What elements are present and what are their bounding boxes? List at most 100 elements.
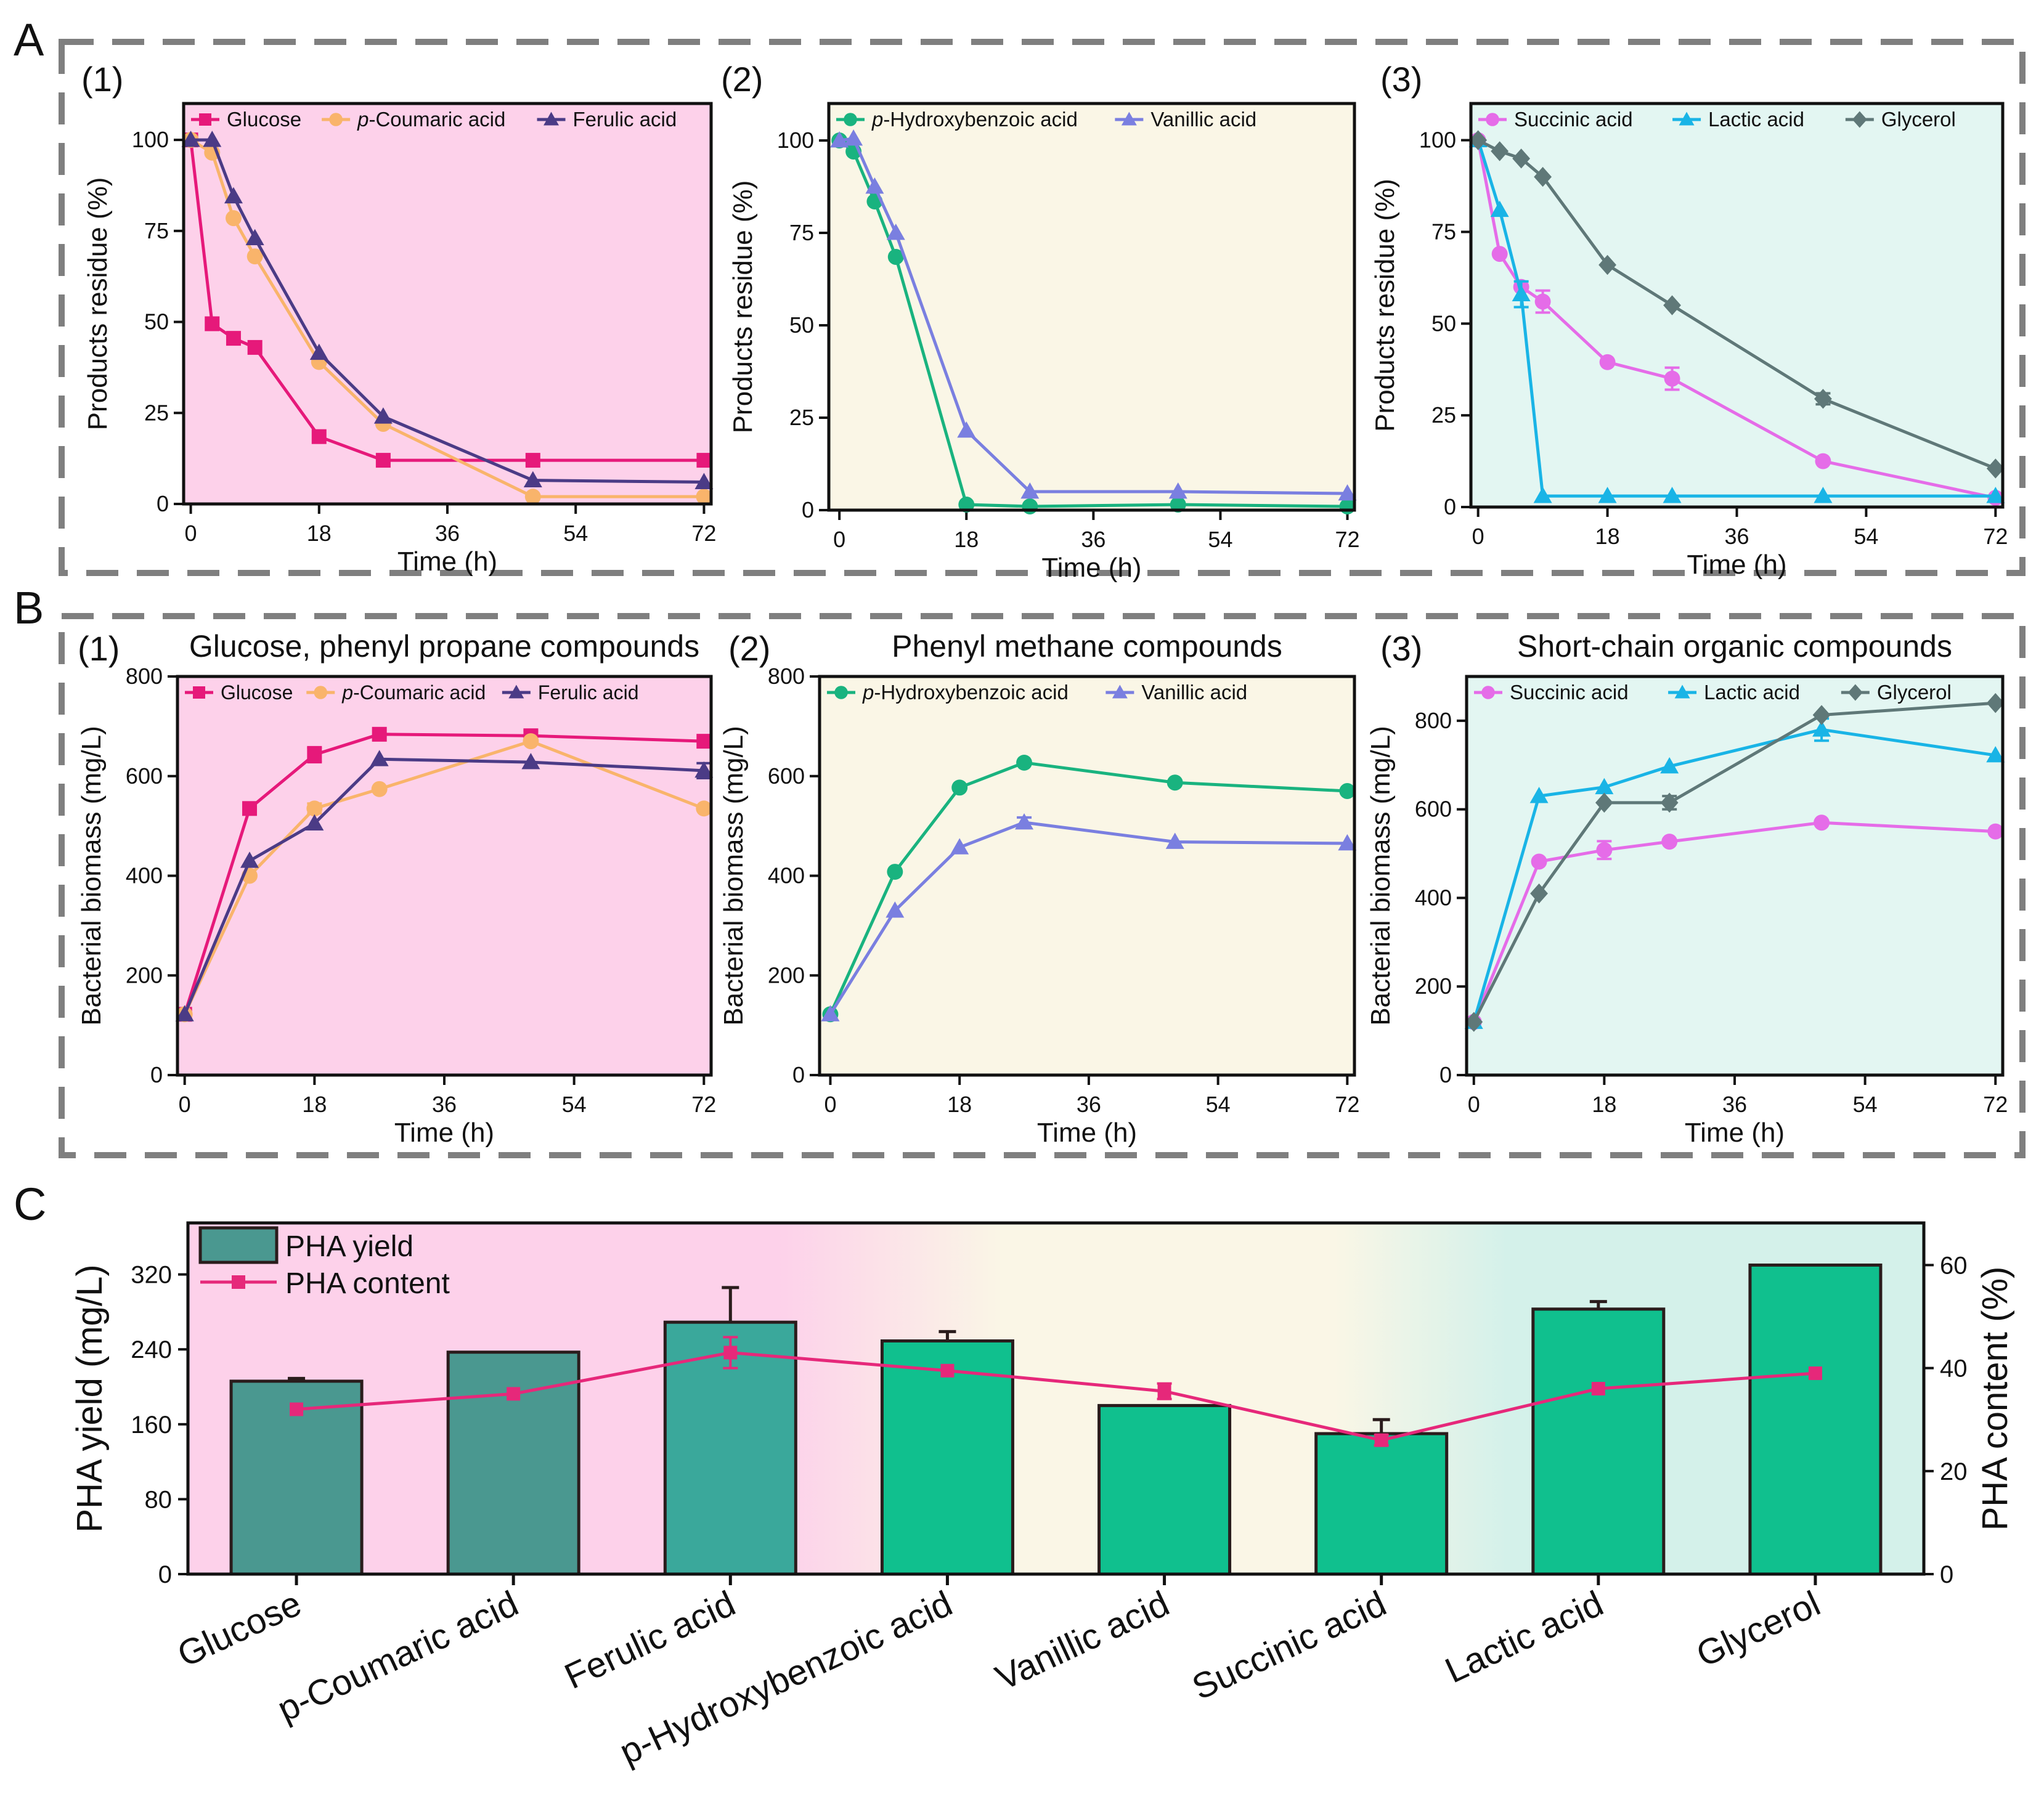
plot-background <box>829 104 1354 510</box>
data-point <box>1987 823 2004 840</box>
y-tick-label: 400 <box>126 863 163 888</box>
data-point <box>1165 832 1184 849</box>
chart-b2: (2) Phenyl methane compounds 0 18 36 54 72 0 200… <box>719 629 1359 1148</box>
y-tick-label: 0 <box>802 497 814 522</box>
y-tick-label: 800 <box>126 664 163 689</box>
y-tick-label: 400 <box>1415 885 1452 910</box>
data-point <box>375 453 391 468</box>
data-point <box>242 801 258 816</box>
legend-label: p-Hydroxybenzoic acid <box>862 681 1069 704</box>
y-axis-label: Bacterial biomass (mg/L) <box>719 726 749 1026</box>
series-ferulic-acid <box>181 131 714 489</box>
plot-frame <box>827 102 1356 512</box>
y-tick-label: 600 <box>768 763 805 789</box>
data-point <box>226 210 242 227</box>
series-line <box>829 821 1348 1015</box>
y-tick-label: 600 <box>126 763 163 789</box>
data-point <box>246 248 263 265</box>
plot-frame <box>186 1221 1926 1576</box>
chart-title: Phenyl methane compounds <box>892 629 1282 664</box>
data-point <box>1531 853 1547 870</box>
data-point <box>1815 453 1831 469</box>
x-tick-label: Glycerol <box>1690 1583 1826 1675</box>
panel-label: (2) <box>728 629 770 668</box>
data-point <box>525 453 540 468</box>
series-succinic-acid <box>1465 814 2004 1030</box>
y2-tick-label: 60 <box>1940 1252 1968 1279</box>
data-point <box>1598 254 1616 275</box>
data-point <box>1491 141 1509 161</box>
series-line <box>183 733 704 1015</box>
legend-label: Lactic acid <box>1704 681 1800 704</box>
data-point <box>1660 757 1679 774</box>
x-tick-label: 0 <box>833 527 845 552</box>
y-tick-label: 800 <box>1415 708 1452 733</box>
x-tick-label: 36 <box>432 1092 457 1117</box>
data-point <box>1338 834 1357 851</box>
x-tick-label: 72 <box>1983 1092 2008 1117</box>
legend-swatch-marker <box>508 684 524 699</box>
data-point <box>245 229 264 246</box>
x-axis-label: Time (h) <box>1041 553 1141 583</box>
group-a-frame <box>59 39 2026 576</box>
data-point <box>1015 813 1034 830</box>
chart-b3: (3) Short-chain organic compounds 0 18 36 54 7… <box>1366 629 2008 1148</box>
data-point <box>309 343 328 360</box>
x-tick-label: 72 <box>691 521 716 546</box>
x-tick-label: 36 <box>1077 1092 1101 1117</box>
data-point <box>371 781 388 797</box>
data-point <box>957 421 976 438</box>
x-tick-label: 72 <box>691 1092 716 1117</box>
series-line <box>838 139 1348 508</box>
content-point <box>1374 1433 1388 1447</box>
series-glycerol <box>1465 692 2005 1032</box>
panel-label: (1) <box>81 60 123 99</box>
series-line <box>190 138 704 498</box>
legend-item-p-hydroxybenzoic-acid: p-Hydroxybenzoic acid <box>827 681 1069 704</box>
legend: Glucose p-Coumaric acid Ferulic acid <box>185 681 638 704</box>
data-point <box>694 761 714 778</box>
legend-item-glycerol: Glycerol <box>1845 108 1956 131</box>
x-axis-label: Time (h) <box>397 546 497 577</box>
x-tick-label: 0 <box>1468 1092 1480 1117</box>
legend-swatch-marker <box>199 113 211 126</box>
legend: p-Hydroxybenzoic acid Vanillic acid <box>827 681 1247 704</box>
chart-a1: (1) 0 18 36 54 72 0 25 50 75 100 Time (h) Products r… <box>81 60 716 577</box>
legend-label: Vanillic acid <box>1150 108 1256 131</box>
y-tick-label: 160 <box>131 1411 172 1439</box>
y-axis-label: Bacterial biomass (mg/L) <box>1366 726 1396 1026</box>
y-tick-label: 75 <box>144 218 169 243</box>
data-point <box>1663 487 1682 503</box>
legend-label: Succinic acid <box>1510 681 1629 704</box>
x-tick-label: 0 <box>1472 524 1484 549</box>
data-point <box>1533 487 1552 503</box>
y-tick-label: 0 <box>150 1062 163 1087</box>
data-point <box>830 131 849 148</box>
y2-axis-label: PHA content (%) <box>1975 1267 2015 1531</box>
y2-tick-label: 40 <box>1940 1355 1968 1383</box>
x-axis-label: Time (h) <box>1685 1118 1785 1148</box>
legend-item-vanillic-acid: Vanillic acid <box>1105 681 1247 704</box>
legend-swatch-marker <box>1852 111 1867 128</box>
y-tick-label: 100 <box>1419 128 1456 153</box>
chart-a2: (2) 0 18 36 54 72 0 25 50 75 100 Time (h) Products r… <box>721 60 1360 583</box>
legend-swatch-marker <box>1674 684 1690 699</box>
legend-swatch-marker <box>544 112 560 126</box>
legend-label: Glucose <box>227 108 301 131</box>
x-tick-label: 54 <box>1853 1092 1878 1117</box>
plot-frame <box>818 675 1356 1077</box>
legend-swatch-marker <box>1112 684 1128 699</box>
data-point <box>844 129 863 146</box>
legend-swatch-marker <box>329 113 343 126</box>
plot-frame <box>182 102 713 506</box>
panel-letter-a: A <box>14 14 44 65</box>
x-tick-label: 72 <box>1983 524 2008 549</box>
series-line <box>190 138 704 484</box>
y-tick-label: 75 <box>1431 219 1456 244</box>
x-tick-label: 18 <box>954 527 979 552</box>
legend-item-vanillic-acid: Vanillic acid <box>1115 108 1256 131</box>
data-point <box>1595 778 1614 795</box>
y-tick-label: 0 <box>1444 494 1456 519</box>
data-point <box>1530 883 1548 904</box>
y-tick-label: 400 <box>768 863 805 888</box>
